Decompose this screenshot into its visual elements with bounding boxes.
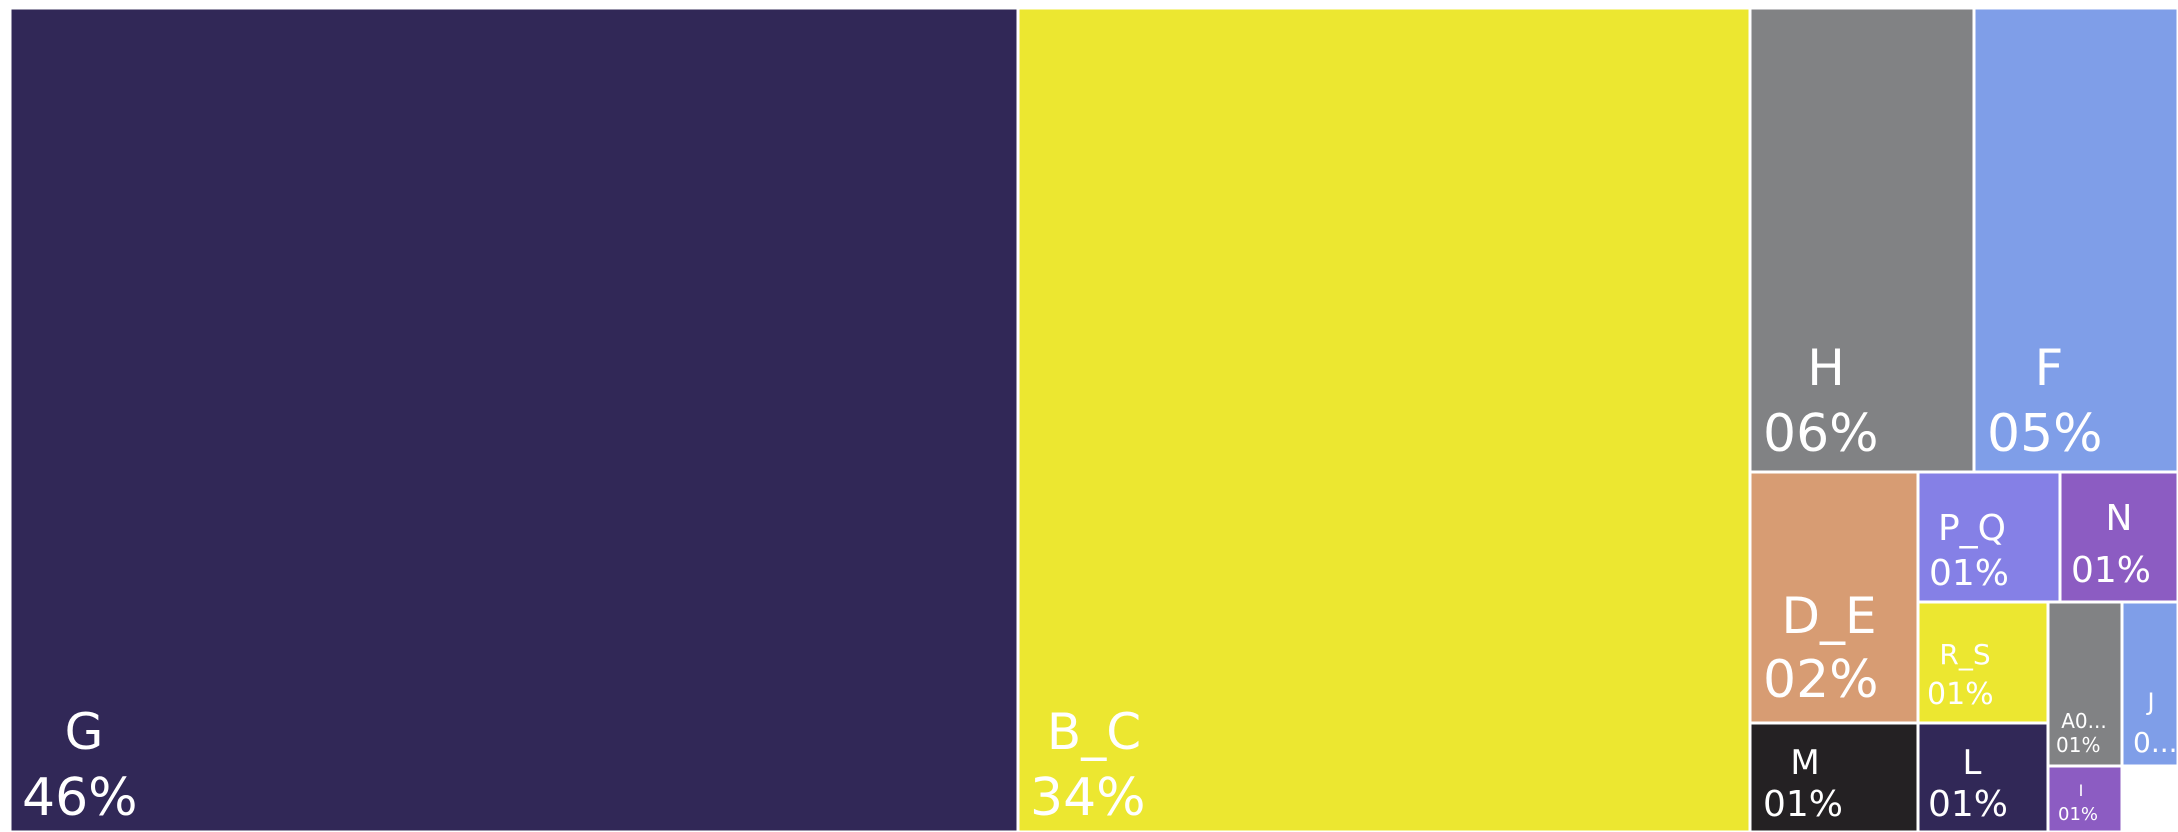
tile-l[interactable]: L01% — [1916, 721, 2050, 832]
tile-rect[interactable] — [1972, 6, 2178, 474]
tile-percent-label: 01% — [1763, 784, 1843, 825]
tile-name-label: R_S — [1939, 638, 1990, 671]
tile-name-label: P_Q — [1938, 508, 2006, 549]
tile-h[interactable]: H 06% — [1748, 6, 1976, 474]
tile-d-e[interactable]: D_E02% — [1748, 470, 1920, 725]
tile-g[interactable]: G 46% — [8, 6, 1020, 832]
tile-rect[interactable] — [1748, 6, 1976, 474]
tile-j[interactable]: J 0... — [2120, 600, 2178, 768]
tile-name-label: L — [1963, 743, 1982, 783]
tile-rect[interactable] — [2120, 600, 2178, 768]
tile-p-q[interactable]: P_Q01% — [1916, 470, 2062, 604]
tile-m[interactable]: M01% — [1748, 721, 1920, 832]
tile-percent-label: 01% — [1928, 784, 2008, 825]
tile-name-label: B_C — [1047, 703, 1141, 761]
tile-percent-label: 01% — [1929, 553, 2009, 594]
tile-percent-label: 05% — [1987, 404, 2103, 464]
tile-i[interactable]: I 01% — [2046, 764, 2124, 832]
tile-rect[interactable] — [1748, 470, 1920, 725]
tile-name-label: J — [2145, 688, 2154, 716]
tile-b-c[interactable]: B_C 34% — [1016, 6, 1752, 832]
tile-n[interactable]: N 01% — [2058, 470, 2178, 604]
tile-percent-label: 06% — [1763, 404, 1879, 464]
tile-a0[interactable]: A0...01% — [2046, 600, 2124, 768]
tile-percent-label: 02% — [1763, 650, 1879, 710]
tile-percent-label: 01% — [2056, 733, 2100, 757]
tile-percent-label: 01% — [2071, 550, 2151, 591]
tile-name-label: I — [2079, 781, 2084, 800]
tile-percent-label: 01% — [1927, 677, 1994, 712]
tile-name-label: G — [65, 703, 104, 761]
tile-rect[interactable] — [2046, 764, 2124, 832]
tile-name-label: N — [2106, 498, 2133, 539]
tile-name-label: D_E — [1781, 587, 1876, 645]
tile-percent-label: 46% — [22, 768, 138, 828]
tile-f[interactable]: F 05% — [1972, 6, 2178, 474]
tile-percent-label: 01% — [2058, 804, 2098, 825]
tile-name-label: F — [2035, 339, 2064, 397]
tile-name-label: H — [1807, 339, 1845, 397]
tile-name-label: M — [1790, 743, 1819, 783]
tile-rect[interactable] — [1916, 721, 2050, 832]
tile-percent-label: 0... — [2133, 726, 2178, 759]
tile-name-label: A0... — [2061, 709, 2106, 733]
tile-rect[interactable] — [8, 6, 1020, 832]
tile-r-s[interactable]: R_S 01% — [1916, 600, 2050, 725]
tile-percent-label: 34% — [1030, 768, 1146, 828]
tile-rect[interactable] — [1016, 6, 1752, 832]
tile-rect[interactable] — [1748, 721, 1920, 832]
